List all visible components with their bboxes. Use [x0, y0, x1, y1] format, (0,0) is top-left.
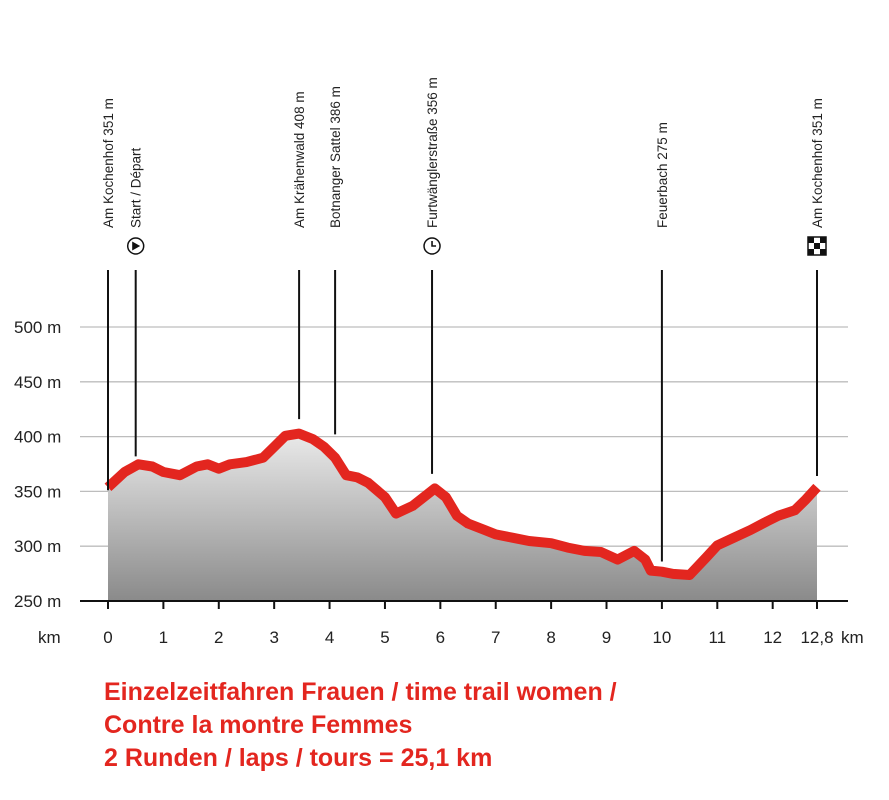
- x-tick-label: 7: [491, 628, 500, 647]
- y-tick-label: 450 m: [14, 373, 61, 392]
- profile-line: [104, 428, 821, 580]
- finish-flag-icon: [807, 236, 827, 256]
- waypoint-label: Am Kochenhof 351 m: [810, 98, 825, 228]
- x-tick-label: 0: [103, 628, 112, 647]
- x-unit-label-right: km: [841, 628, 864, 647]
- x-tick-label: 12,8: [800, 628, 833, 647]
- waypoint-label: Am Kochenhof 351 m: [101, 98, 116, 228]
- x-tick-label: 1: [159, 628, 168, 647]
- clock-icon-hands: [431, 241, 437, 247]
- waypoint-label: Feuerbach 275 m: [655, 122, 670, 228]
- y-tick-label: 400 m: [14, 428, 61, 447]
- finish-flag-square: [820, 237, 826, 243]
- x-tick-label: 3: [269, 628, 278, 647]
- finish-flag-square: [808, 237, 814, 243]
- waypoint-label: Am Krähenwald 408 m: [292, 91, 307, 228]
- clock-icon: [423, 237, 441, 255]
- finish-flag-square: [808, 249, 814, 255]
- x-tick-label: 6: [436, 628, 445, 647]
- x-tick-label: 12: [763, 628, 782, 647]
- x-tick-label: 8: [546, 628, 555, 647]
- x-tick-label: 4: [325, 628, 334, 647]
- x-tick-label: 11: [708, 628, 726, 647]
- x-tick-label: 2: [214, 628, 223, 647]
- waypoint-label: Start / Départ: [129, 147, 144, 228]
- caption-line-2: Contre la montre Femmes: [104, 711, 413, 739]
- y-tick-label: 300 m: [14, 537, 61, 556]
- x-unit-label-left: km: [38, 628, 61, 647]
- x-tick-label: 10: [652, 628, 671, 647]
- start-icon: [126, 237, 145, 255]
- caption-line-3: 2 Runden / laps / tours = 25,1 km: [104, 744, 493, 772]
- waypoint-label: Botnanger Sattel 386 m: [328, 86, 343, 228]
- finish-flag-square: [820, 249, 826, 255]
- finish-flag-square: [814, 243, 820, 249]
- x-tick-label: 9: [602, 628, 611, 647]
- race-caption: Einzelzeitfahren Frauen / time trail wom…: [104, 676, 617, 775]
- y-tick-label: 350 m: [14, 482, 61, 501]
- y-tick-label: 250 m: [14, 592, 61, 611]
- waypoint-label: Furtwänglerstraße 356 m: [425, 77, 440, 228]
- start-icon-arrow: [132, 241, 141, 251]
- caption-line-1: Einzelzeitfahren Frauen / time trail wom…: [104, 678, 617, 706]
- x-tick-label: 5: [380, 628, 389, 647]
- y-tick-label: 500 m: [14, 318, 61, 337]
